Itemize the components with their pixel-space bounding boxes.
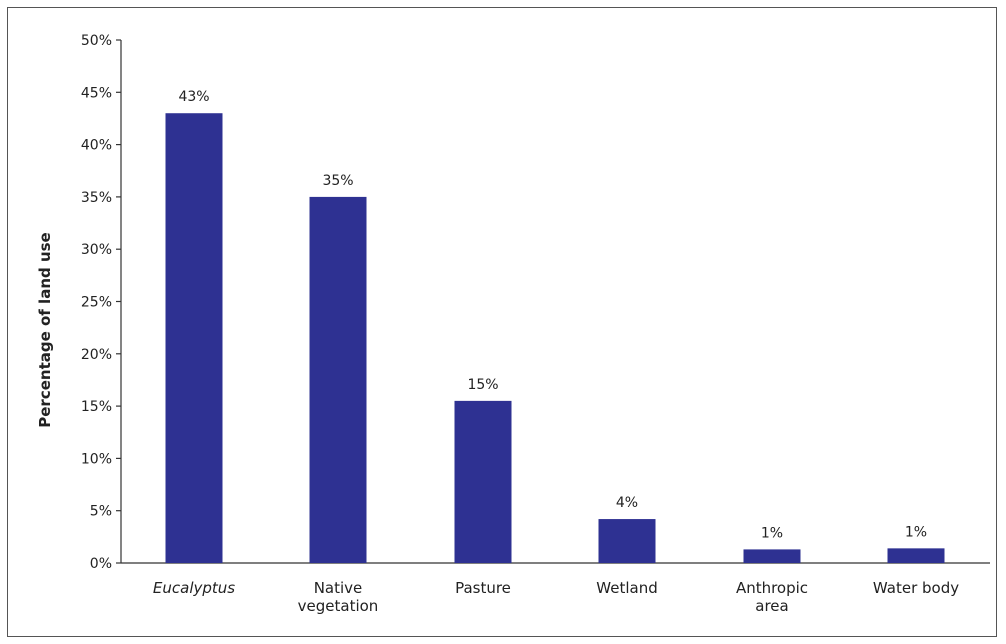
y-tick-label: 10% (81, 451, 112, 467)
x-category-label: Water body (873, 579, 959, 597)
chart-frame (7, 7, 997, 637)
y-tick-label: 45% (81, 85, 112, 101)
bar (309, 196, 367, 563)
y-tick-label: 50% (81, 33, 112, 49)
bar-value-label: 15% (467, 377, 498, 393)
x-category-label: Eucalyptus (153, 579, 235, 597)
bars (165, 113, 945, 563)
data-labels: 43% 35% 15% 4% 1% 1% (178, 89, 927, 541)
y-axis: 0% 5% 10% 15% 20% 25% 30% 35% 40% 45% 50% (81, 33, 122, 572)
y-tick-label: 0% (90, 556, 112, 572)
y-tick-label: 35% (81, 190, 112, 206)
bar (165, 113, 223, 563)
x-category-label: Wetland (596, 579, 657, 597)
bar-value-label: 43% (178, 89, 209, 105)
y-tick-label: 40% (81, 138, 112, 154)
y-tick-label: 15% (81, 399, 112, 415)
y-tick-label: 20% (81, 347, 112, 363)
y-axis-label: Percentage of land use (36, 232, 54, 427)
bar (887, 548, 945, 563)
x-axis: Eucalyptus Native vegetation Pasture Wetland… (121, 562, 990, 615)
x-category-label: Native vegetation (298, 579, 379, 615)
bar-value-label: 1% (905, 524, 927, 540)
bar-value-label: 35% (322, 173, 353, 189)
bar-value-label: 1% (761, 525, 783, 541)
x-category-label: Anthropic area (736, 579, 808, 615)
bar (454, 400, 512, 563)
bar-value-label: 4% (616, 495, 638, 511)
y-tick-label: 25% (81, 295, 112, 311)
x-category-label: Pasture (455, 579, 511, 597)
y-tick-label: 30% (81, 242, 112, 258)
bar (598, 519, 656, 563)
bar (743, 549, 801, 563)
y-tick-label: 5% (90, 504, 112, 520)
